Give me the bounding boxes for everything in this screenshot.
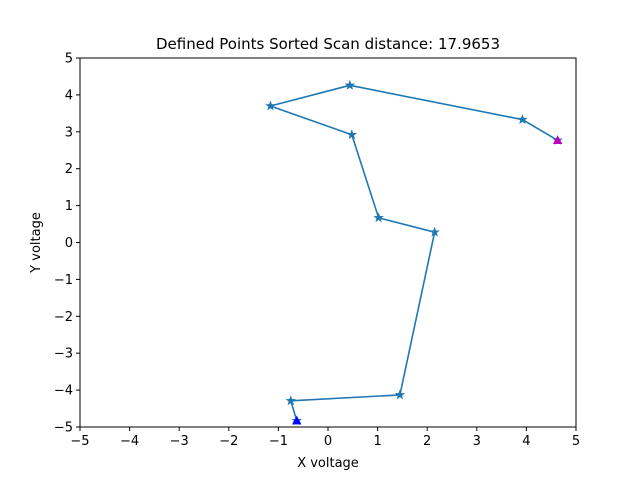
x-axis-label: X voltage xyxy=(297,456,359,471)
x-tick-label: −2 xyxy=(219,434,238,449)
data-point xyxy=(265,100,276,111)
y-tick-label: −3 xyxy=(54,347,73,362)
y-tick-label: −2 xyxy=(54,310,73,325)
end-point-marker xyxy=(292,415,302,425)
y-tick-label: −5 xyxy=(54,421,73,436)
y-tick-label: 3 xyxy=(65,125,73,140)
x-tick-label: −1 xyxy=(269,434,288,449)
start-point-marker xyxy=(552,135,563,144)
y-axis: −5 −4 −3 −2 −1 0 1 2 3 4 5 xyxy=(54,52,80,436)
x-tick-label: −5 xyxy=(70,434,89,449)
x-tick-label: 1 xyxy=(373,434,381,449)
x-tick-label: 3 xyxy=(473,434,481,449)
y-tick-label: −4 xyxy=(54,384,73,399)
data-point xyxy=(429,226,440,237)
y-tick-label: 2 xyxy=(65,162,73,177)
plot-area xyxy=(265,79,563,426)
data-point xyxy=(517,114,528,125)
x-tick-label: 0 xyxy=(324,434,332,449)
data-point xyxy=(285,395,296,406)
data-point xyxy=(394,389,406,400)
y-tick-label: 5 xyxy=(65,52,73,67)
y-tick-label: 1 xyxy=(65,199,73,214)
data-point xyxy=(344,79,356,90)
y-tick-label: 4 xyxy=(65,88,73,103)
x-tick-label: 5 xyxy=(572,434,580,449)
x-axis: −5 −4 −3 −2 −1 0 1 2 3 4 5 xyxy=(70,427,580,449)
data-point xyxy=(346,129,358,140)
data-point xyxy=(373,212,384,223)
x-tick-label: −3 xyxy=(170,434,189,449)
y-axis-label: Y voltage xyxy=(29,212,44,274)
plot-frame xyxy=(79,57,577,428)
y-tick-label: 0 xyxy=(65,236,73,251)
x-tick-label: 2 xyxy=(423,434,431,449)
series-line xyxy=(269,84,559,421)
chart-title: Defined Points Sorted Scan distance: 17.… xyxy=(156,35,500,53)
x-tick-label: −4 xyxy=(120,434,139,449)
x-tick-label: 4 xyxy=(522,434,530,449)
y-tick-label: −1 xyxy=(54,273,73,288)
